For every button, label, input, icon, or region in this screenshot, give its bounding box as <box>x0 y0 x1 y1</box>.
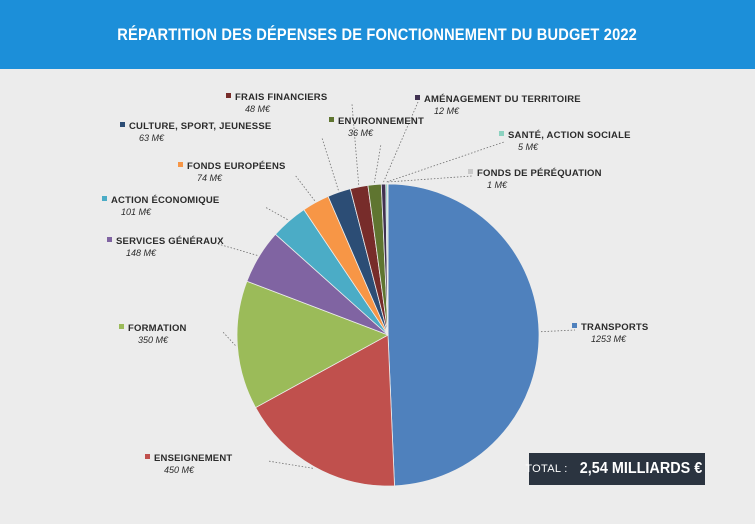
leader-line-fonds-europeens <box>294 174 316 201</box>
leader-line-frais-financiers <box>351 103 360 185</box>
pie-slice-formation <box>236 280 389 409</box>
slice-value-enseignement: 450 M€ <box>164 465 195 475</box>
pie-slice-transports <box>387 183 540 487</box>
legend-marker-transports <box>572 323 577 328</box>
legend-marker-services-generaux <box>107 237 112 242</box>
slice-value-sante-action-sociale: 5 M€ <box>518 142 539 152</box>
slice-value-environnement: 36 M€ <box>348 128 374 138</box>
total-value: 2,54 MILLIARDS € <box>579 460 702 477</box>
slice-name-fonds-europeens: FONDS EUROPÉENS <box>187 161 286 172</box>
legend-marker-sante-action-sociale <box>499 131 504 136</box>
slice-name-transports: TRANSPORTS <box>581 322 648 333</box>
slice-value-fonds-de-perequation: 1 M€ <box>487 180 508 190</box>
chart-title: RÉPARTITION DES DÉPENSES DE FONCTIONNEME… <box>117 24 638 44</box>
slice-value-frais-financiers: 48 M€ <box>245 104 271 114</box>
leader-line-amenagement-du-territoire <box>383 101 419 183</box>
leader-line-culture-sport-jeunesse <box>321 137 339 191</box>
pie-slice-enseignement <box>255 334 395 487</box>
slice-name-fonds-de-perequation: FONDS DE PÉRÉQUATION <box>477 168 602 179</box>
slice-value-amenagement-du-territoire: 12 M€ <box>434 106 460 116</box>
legend-marker-frais-financiers <box>226 93 231 98</box>
legend-marker-fonds-de-perequation <box>468 169 473 174</box>
slice-name-enseignement: ENSEIGNEMENT <box>154 453 232 464</box>
leader-line-transports <box>540 329 576 333</box>
slice-name-sante-action-sociale: SANTÉ, ACTION SOCIALE <box>508 130 631 141</box>
pie-slices <box>236 183 540 487</box>
total-label: TOTAL : <box>525 463 568 475</box>
leader-line-action-economique <box>264 206 288 220</box>
legend-marker-environnement <box>329 117 334 122</box>
slice-name-environnement: ENVIRONNEMENT <box>338 116 424 127</box>
slice-name-formation: FORMATION <box>128 323 187 334</box>
legend-marker-enseignement <box>145 454 150 459</box>
leader-line-enseignement <box>267 460 313 469</box>
slice-name-culture-sport-jeunesse: CULTURE, SPORT, JEUNESSE <box>129 121 271 132</box>
slice-value-culture-sport-jeunesse: 63 M€ <box>139 133 165 143</box>
total-box: TOTAL : 2,54 MILLIARDS € <box>525 453 705 485</box>
leader-line-formation <box>221 330 236 346</box>
slice-name-frais-financiers: FRAIS FINANCIERS <box>235 92 327 103</box>
leader-lines <box>217 101 576 469</box>
slice-value-action-economique: 101 M€ <box>121 207 152 217</box>
slice-value-fonds-europeens: 74 M€ <box>197 173 223 183</box>
slice-name-action-economique: ACTION ÉCONOMIQUE <box>111 195 219 206</box>
leader-line-sante-action-sociale <box>386 141 505 183</box>
legend-marker-culture-sport-jeunesse <box>120 122 125 127</box>
title-banner: RÉPARTITION DES DÉPENSES DE FONCTIONNEME… <box>0 0 755 69</box>
leader-line-environnement <box>374 143 382 183</box>
legend-marker-formation <box>119 324 124 329</box>
slice-name-amenagement-du-territoire: AMÉNAGEMENT DU TERRITOIRE <box>424 94 581 105</box>
legend-marker-amenagement-du-territoire <box>415 95 420 100</box>
leader-line-services-generaux <box>217 243 258 256</box>
legend-marker-action-economique <box>102 196 107 201</box>
slice-name-services-generaux: SERVICES GÉNÉRAUX <box>116 236 224 247</box>
legend-marker-fonds-europeens <box>178 162 183 167</box>
slice-value-transports: 1253 M€ <box>591 334 627 344</box>
slice-value-services-generaux: 148 M€ <box>126 248 157 258</box>
leader-line-fonds-de-perequation <box>387 175 473 183</box>
slice-value-formation: 350 M€ <box>138 335 169 345</box>
